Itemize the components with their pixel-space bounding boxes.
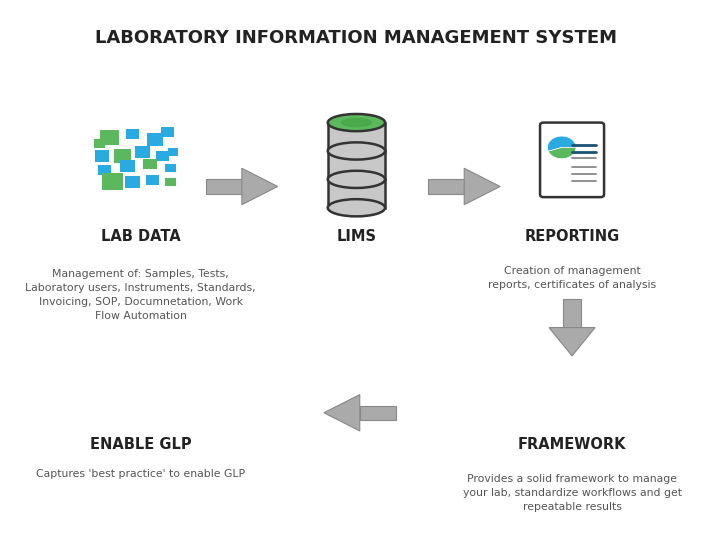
Text: Creation of management
reports, certificates of analysis: Creation of management reports, certific… [488,266,656,291]
Text: Provides a solid framework to manage
your lab, standardize workflows and get
rep: Provides a solid framework to manage you… [462,474,682,512]
FancyBboxPatch shape [144,159,157,169]
Ellipse shape [328,143,385,160]
FancyBboxPatch shape [119,160,135,172]
FancyBboxPatch shape [126,129,139,139]
Text: Management of: Samples, Tests,
Laboratory users, Instruments, Standards,
Invoici: Management of: Samples, Tests, Laborator… [25,269,256,321]
FancyBboxPatch shape [100,130,119,145]
FancyBboxPatch shape [328,179,385,208]
Text: LAB DATA: LAB DATA [101,229,180,244]
Ellipse shape [328,171,385,188]
FancyBboxPatch shape [328,151,385,179]
FancyBboxPatch shape [168,148,177,155]
Text: REPORTING: REPORTING [525,229,619,244]
FancyBboxPatch shape [125,176,139,188]
Polygon shape [464,168,500,204]
Polygon shape [206,179,242,194]
Polygon shape [549,328,595,356]
Polygon shape [360,406,396,420]
FancyBboxPatch shape [102,173,123,190]
Polygon shape [324,394,360,431]
FancyBboxPatch shape [328,123,385,151]
Wedge shape [549,147,576,159]
FancyBboxPatch shape [94,139,105,148]
Text: Captures 'best practice' to enable GLP: Captures 'best practice' to enable GLP [36,469,245,479]
FancyBboxPatch shape [540,123,604,197]
Text: LABORATORY INFORMATION MANAGEMENT SYSTEM: LABORATORY INFORMATION MANAGEMENT SYSTEM [95,30,617,47]
FancyBboxPatch shape [146,175,159,185]
Polygon shape [428,179,464,194]
FancyBboxPatch shape [156,151,169,161]
FancyBboxPatch shape [95,150,109,161]
FancyBboxPatch shape [161,127,174,137]
FancyBboxPatch shape [165,164,175,172]
Ellipse shape [328,114,385,131]
Polygon shape [563,299,581,328]
Polygon shape [242,168,278,204]
Text: LIMS: LIMS [337,229,376,244]
FancyBboxPatch shape [165,178,175,186]
Text: ENABLE GLP: ENABLE GLP [90,437,192,452]
FancyBboxPatch shape [135,146,150,158]
Ellipse shape [328,199,385,216]
Ellipse shape [341,118,372,128]
FancyBboxPatch shape [114,149,131,162]
FancyBboxPatch shape [98,165,111,175]
Wedge shape [547,136,576,151]
FancyBboxPatch shape [147,133,163,146]
Text: FRAMEWORK: FRAMEWORK [518,437,626,452]
